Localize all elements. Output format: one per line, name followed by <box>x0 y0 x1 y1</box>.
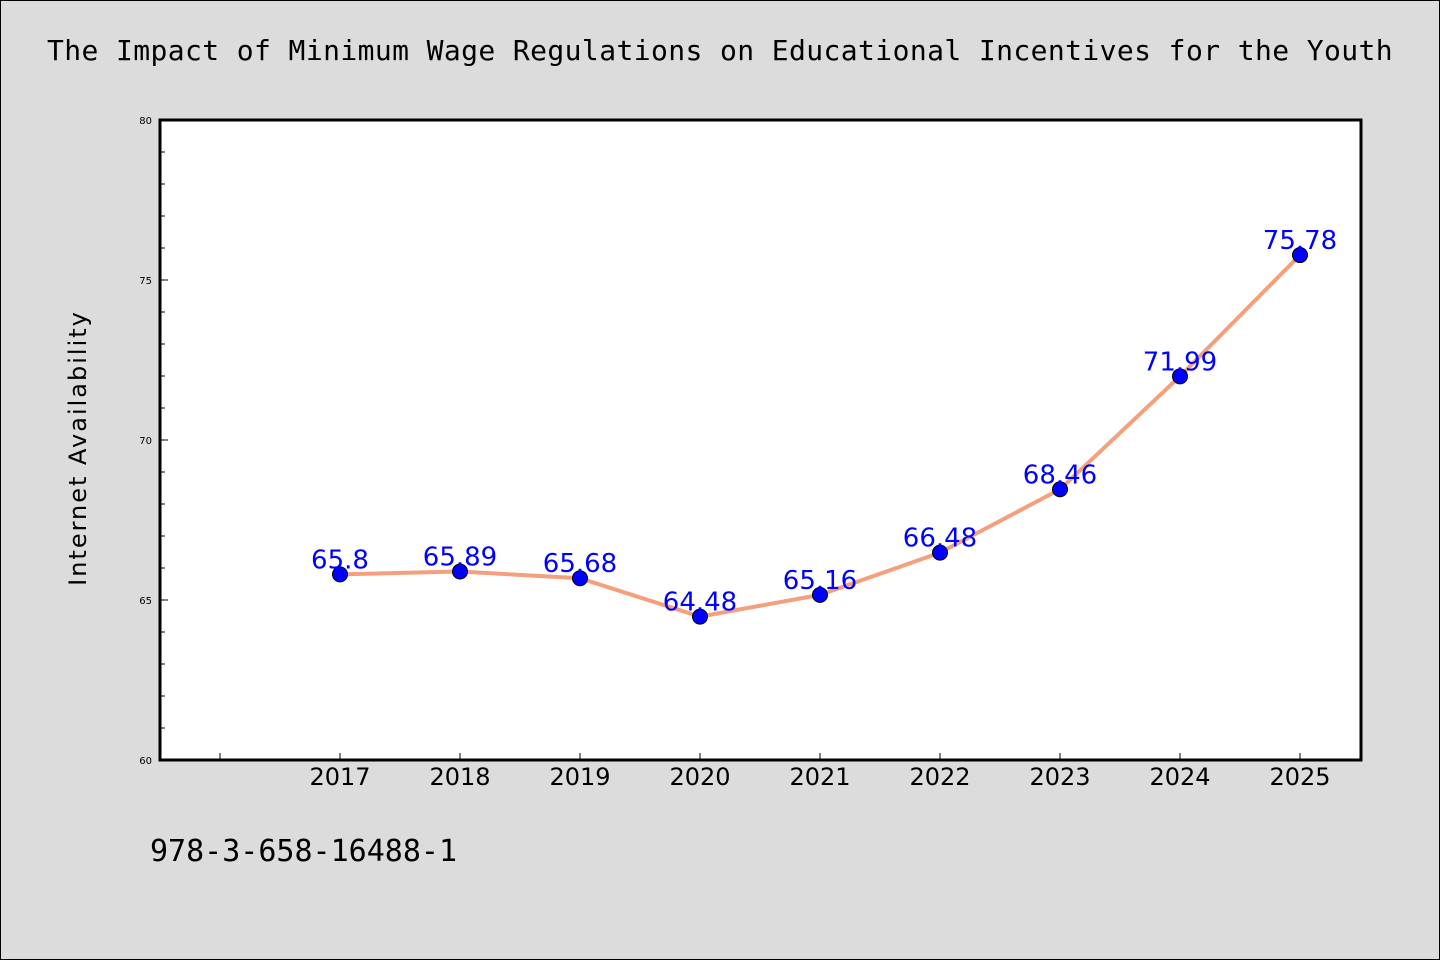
data-point <box>1292 247 1308 264</box>
data-point <box>1052 481 1068 498</box>
data-point <box>692 608 708 625</box>
x-tick-label: 2018 <box>429 763 490 791</box>
y-tick-label: 75 <box>139 276 152 287</box>
footer-code: 978-3-658-16488-1 <box>150 834 458 869</box>
data-point <box>812 586 828 603</box>
data-label: 65.89 <box>423 543 497 573</box>
x-tick-label: 2025 <box>1269 763 1330 791</box>
data-label: 65.8 <box>311 545 369 575</box>
series-markers <box>332 247 1308 625</box>
data-label: 68.46 <box>1023 460 1097 490</box>
y-axis-label: Internet Availability <box>64 310 92 586</box>
x-tick-labels: 2017 2018 2019 2020 2021 2022 2023 2024 2025 <box>309 763 1330 791</box>
data-label: 64.48 <box>663 588 737 618</box>
y-tick-label: 80 <box>139 116 152 127</box>
data-point <box>452 563 468 580</box>
y-tick-label: 70 <box>139 436 152 447</box>
chart-title: The Impact of Minimum Wage Regulations o… <box>46 34 1394 67</box>
x-tick-label: 2021 <box>789 763 850 791</box>
data-labels: 65.8 65.89 65.68 64.48 65.16 66.48 68.46 71.99 7… <box>311 226 1337 618</box>
data-label: 65.68 <box>543 549 617 579</box>
data-label: 65.16 <box>783 566 857 596</box>
x-tick-label: 2023 <box>1029 763 1090 791</box>
x-tick-label: 2019 <box>549 763 610 791</box>
x-tick-label: 2024 <box>1149 763 1210 791</box>
y-tick-label: 65 <box>139 596 152 607</box>
y-tick-label: 60 <box>139 756 152 767</box>
data-label: 66.48 <box>903 524 977 554</box>
data-point <box>332 566 348 583</box>
data-label: 71.99 <box>1143 347 1217 377</box>
y-tick-labels: 60 65 70 75 80 <box>139 116 152 767</box>
x-tick-label: 2022 <box>909 763 970 791</box>
data-label: 75.78 <box>1263 226 1337 256</box>
plot-border <box>158 118 1363 762</box>
data-point <box>1172 368 1188 385</box>
x-tick-label: 2017 <box>309 763 370 791</box>
plot-area <box>160 120 1361 760</box>
data-point <box>932 544 948 561</box>
data-point <box>572 570 588 587</box>
x-tick-label: 2020 <box>669 763 730 791</box>
